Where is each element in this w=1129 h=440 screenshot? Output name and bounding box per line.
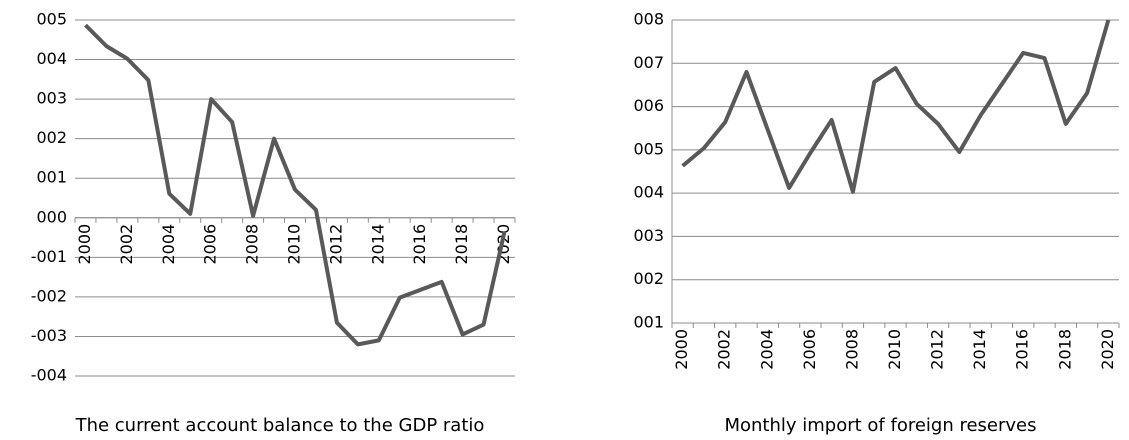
y-tick-label: 001 xyxy=(633,313,664,332)
data-line xyxy=(681,19,1111,194)
x-tick-label: 2004 xyxy=(159,224,178,265)
y-tick-label: 007 xyxy=(633,53,664,72)
x-tick-label: 2016 xyxy=(1013,329,1032,370)
y-tick-label: 006 xyxy=(633,96,664,115)
x-tick-label: 2010 xyxy=(285,224,304,265)
x-tick-label: 2002 xyxy=(117,224,136,265)
y-tick-label: 004 xyxy=(36,49,67,68)
x-tick-label: 2004 xyxy=(757,329,776,370)
x-tick-label: 2010 xyxy=(885,329,904,370)
x-tick-label: 2018 xyxy=(1055,329,1074,370)
x-tick-label: 2006 xyxy=(201,224,220,265)
x-tick-label: 2002 xyxy=(715,329,734,370)
x-tick-label: 2006 xyxy=(800,329,819,370)
x-tick-label: 2014 xyxy=(970,329,989,370)
y-tick-label: 002 xyxy=(36,128,67,147)
chart-title: Monthly import of foreign reserves xyxy=(724,415,1036,436)
y-tick-label: 003 xyxy=(36,89,67,108)
chart-title: The current account balance to the GDP r… xyxy=(75,415,485,436)
x-tick-label: 2000 xyxy=(75,224,94,265)
x-tick-label: 2020 xyxy=(1098,329,1117,370)
y-tick-label: 008 xyxy=(633,10,664,29)
x-tick-label: 2008 xyxy=(243,224,262,265)
x-tick-label: 2018 xyxy=(452,224,471,265)
y-tick-label: 005 xyxy=(633,139,664,158)
y-tick-label: 002 xyxy=(633,269,664,288)
y-tick-label: -003 xyxy=(31,326,67,345)
x-tick-label: 2012 xyxy=(928,329,947,370)
y-tick-label: 005 xyxy=(36,10,67,29)
x-tick-label: 2000 xyxy=(672,329,691,370)
x-tick-label: 2008 xyxy=(842,329,861,370)
y-tick-label: 001 xyxy=(36,168,67,187)
y-tick-label: -002 xyxy=(31,286,67,305)
data-line xyxy=(84,23,507,347)
y-tick-label: 003 xyxy=(633,226,664,245)
x-tick-label: 2012 xyxy=(326,224,345,265)
y-tick-label: -004 xyxy=(31,366,67,385)
x-tick-label: 2016 xyxy=(410,224,429,265)
y-tick-label: -001 xyxy=(31,247,67,266)
y-tick-label: 000 xyxy=(36,207,67,226)
x-tick-label: 2014 xyxy=(368,224,387,265)
y-tick-label: 004 xyxy=(633,183,664,202)
